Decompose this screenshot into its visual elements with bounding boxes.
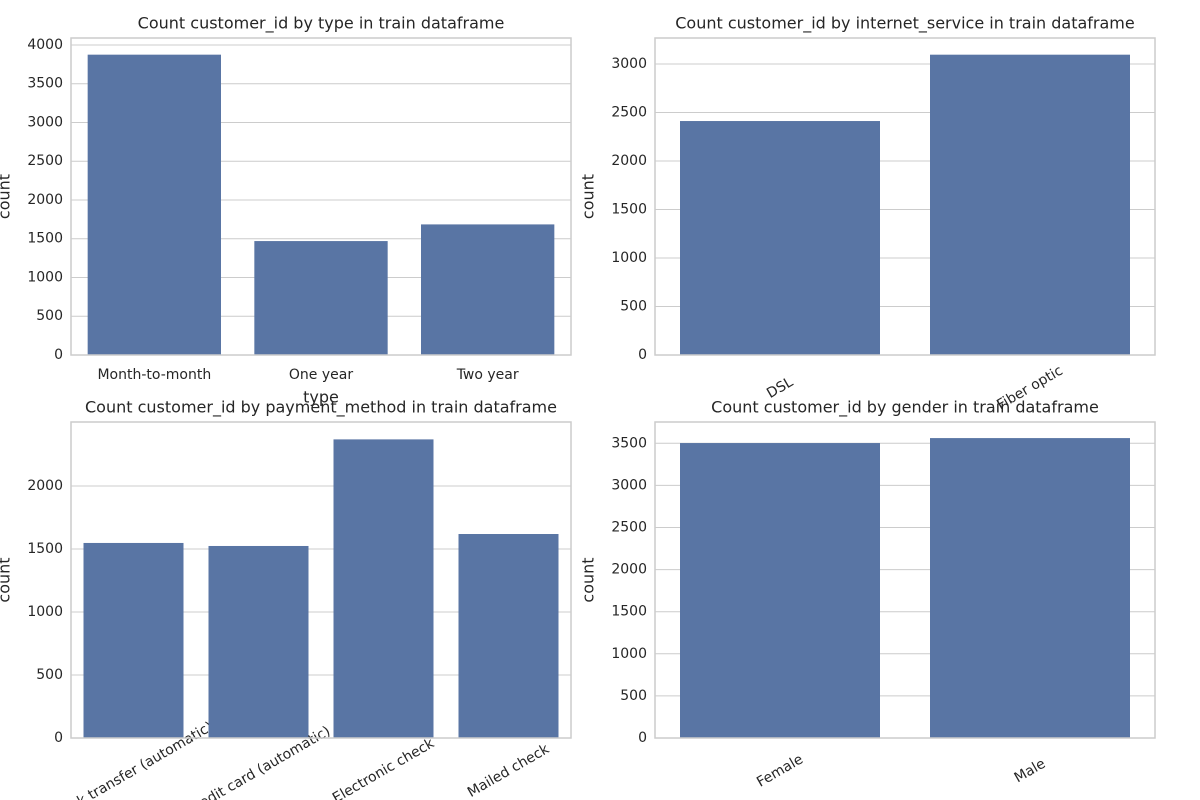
axes-frame xyxy=(654,421,1156,739)
y-tick-label: 3000 xyxy=(27,114,63,130)
y-tick-label: 3500 xyxy=(611,435,647,451)
y-tick-label: 1500 xyxy=(27,541,63,557)
chart-title: Count customer_id by type in train dataf… xyxy=(138,14,505,34)
y-tick-label: 0 xyxy=(638,347,647,363)
chart-title: Count customer_id by gender in train dat… xyxy=(711,398,1099,418)
chart-title: Count customer_id by internet_service in… xyxy=(675,14,1134,34)
y-tick-label: 500 xyxy=(36,308,63,324)
bar xyxy=(87,54,222,355)
x-tick-label: Electronic check xyxy=(330,735,438,800)
bar xyxy=(458,534,559,738)
x-tick-label: Male xyxy=(1012,756,1049,786)
bar xyxy=(421,224,555,355)
x-tick-label: Two year xyxy=(456,367,519,383)
bar xyxy=(930,438,1130,738)
axes-frame xyxy=(70,421,572,739)
y-tick-label: 1000 xyxy=(27,604,63,620)
y-tick-label: 2000 xyxy=(27,478,63,494)
axes-frame xyxy=(654,37,1156,356)
y-axis-label: count xyxy=(0,174,14,219)
x-tick-label: Month-to-month xyxy=(97,367,211,383)
x-tick-label: Female xyxy=(754,751,806,790)
bar xyxy=(333,439,434,738)
bar xyxy=(930,54,1130,356)
y-tick-label: 0 xyxy=(54,730,63,746)
y-axis-label: count xyxy=(579,174,598,219)
y-tick-label: 500 xyxy=(620,298,647,314)
bar xyxy=(680,121,880,355)
y-tick-label: 0 xyxy=(638,730,647,746)
y-axis-label: count xyxy=(0,557,14,602)
y-tick-label: 1500 xyxy=(27,231,63,247)
y-tick-label: 3000 xyxy=(611,56,647,72)
y-tick-label: 500 xyxy=(620,688,647,704)
y-tick-label: 2000 xyxy=(611,153,647,169)
y-axis-label: count xyxy=(579,557,598,602)
chart-title: Count customer_id by payment_method in t… xyxy=(85,398,557,418)
y-tick-label: 1000 xyxy=(611,646,647,662)
y-tick-label: 2500 xyxy=(27,153,63,169)
y-tick-label: 3500 xyxy=(27,76,63,92)
y-tick-label: 1000 xyxy=(27,269,63,285)
axes-frame xyxy=(70,37,572,356)
bar xyxy=(254,241,388,355)
y-tick-label: 1500 xyxy=(611,201,647,217)
y-tick-label: 1000 xyxy=(611,250,647,266)
y-tick-label: 3000 xyxy=(611,477,647,493)
y-tick-label: 2500 xyxy=(611,520,647,536)
x-tick-label: Mailed check xyxy=(465,741,553,800)
y-tick-label: 1500 xyxy=(611,604,647,620)
x-tick-label: One year xyxy=(289,367,353,383)
y-tick-label: 2500 xyxy=(611,104,647,120)
bar xyxy=(208,545,309,738)
bar xyxy=(83,542,184,738)
bar xyxy=(680,443,880,738)
y-tick-label: 500 xyxy=(36,667,63,683)
y-tick-label: 2000 xyxy=(27,192,63,208)
y-tick-label: 2000 xyxy=(611,562,647,578)
x-axis-label: type xyxy=(303,388,339,407)
y-tick-label: 0 xyxy=(54,347,63,363)
y-tick-label: 4000 xyxy=(27,37,63,53)
